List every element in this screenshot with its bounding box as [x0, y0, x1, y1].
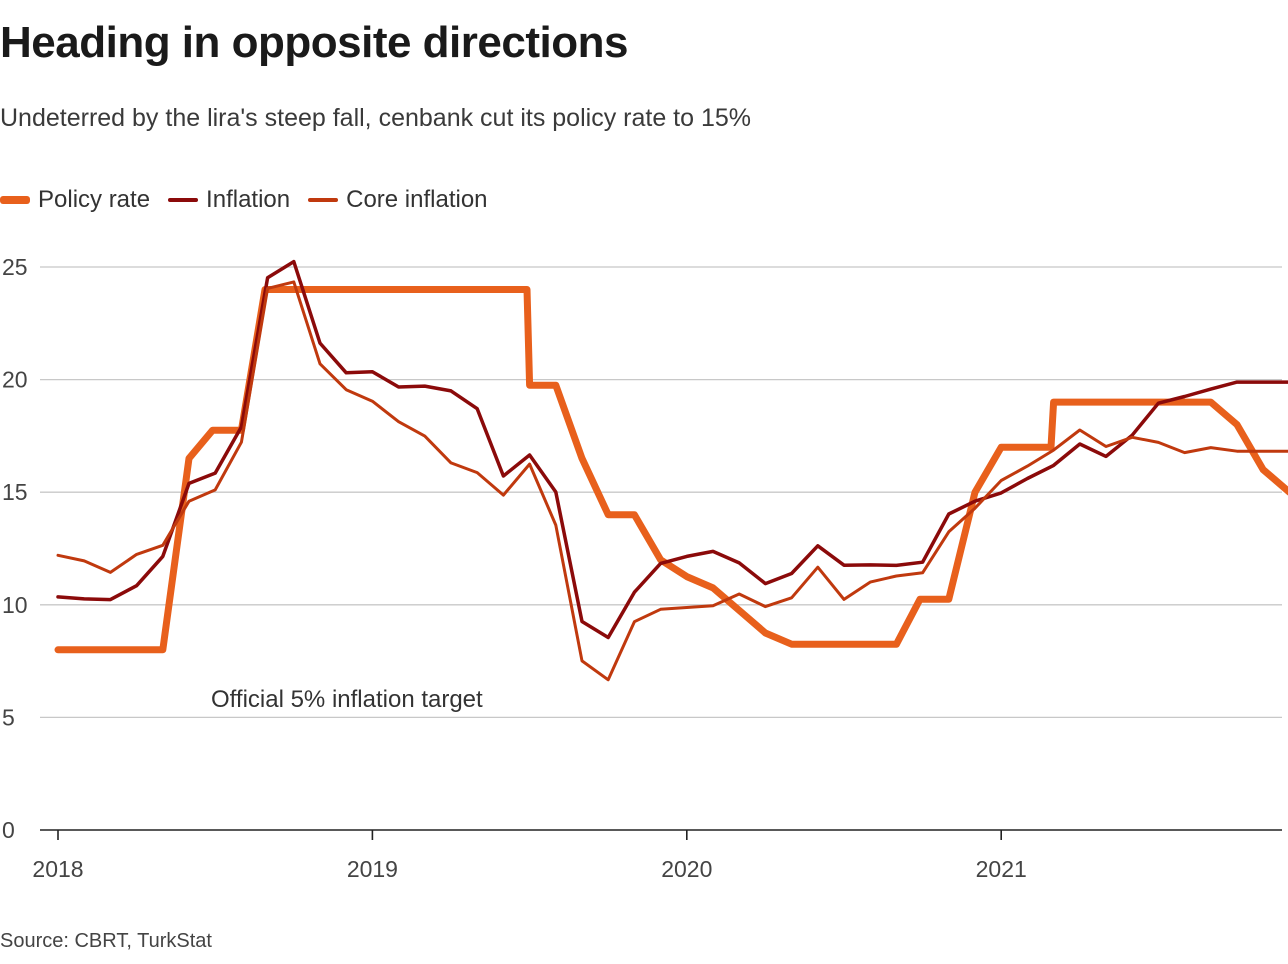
- legend-label-inflation: Inflation: [206, 186, 291, 213]
- series-line-core-inflation: [56, 280, 1288, 682]
- y-tick-label-20: 20: [2, 367, 28, 393]
- legend: Policy rate Inflation Core inflation: [0, 186, 506, 214]
- series-line-inflation: [56, 259, 1288, 640]
- source-note: Source: CBRT, TurkStat: [0, 930, 212, 952]
- y-tick-label-10: 10: [2, 592, 28, 618]
- line-chart: 0 5 10 15 20 25 2018 2019 2020 2021 Official 5% …: [2, 254, 1288, 882]
- legend-label-core-inflation: Core inflation: [346, 186, 488, 213]
- legend-item-policy-rate: Policy rate: [0, 186, 150, 214]
- legend-swatch-policy-rate: [0, 196, 30, 204]
- legend-item-inflation: Inflation: [168, 186, 290, 214]
- legend-swatch-core-inflation: [308, 198, 339, 202]
- y-tick-label-5: 5: [2, 704, 15, 730]
- y-tick-label-25: 25: [2, 254, 28, 280]
- legend-label-policy-rate: Policy rate: [38, 186, 151, 213]
- gridlines: 0 5 10 15 20 25: [2, 254, 1282, 843]
- chart-title: Heading in opposite directions: [0, 18, 628, 67]
- x-tick-label-2020: 2020: [661, 856, 712, 882]
- legend-swatch-inflation: [168, 198, 199, 202]
- x-tick-label-2021: 2021: [976, 856, 1027, 882]
- inflation-target-annotation: Official 5% inflation target: [211, 686, 483, 713]
- x-tick-label-2018: 2018: [32, 856, 83, 882]
- axes: 2018 2019 2020 2021: [32, 829, 1282, 882]
- series-lines: [54, 259, 1288, 682]
- x-tick-label-2019: 2019: [347, 856, 398, 882]
- y-tick-label-15: 15: [2, 479, 28, 505]
- y-tick-label-0: 0: [2, 817, 15, 843]
- chart-subtitle: Undeterred by the lira's steep fall, cen…: [0, 104, 752, 132]
- series-line-policy-rate: [54, 286, 1288, 654]
- legend-item-core-inflation: Core inflation: [308, 186, 488, 214]
